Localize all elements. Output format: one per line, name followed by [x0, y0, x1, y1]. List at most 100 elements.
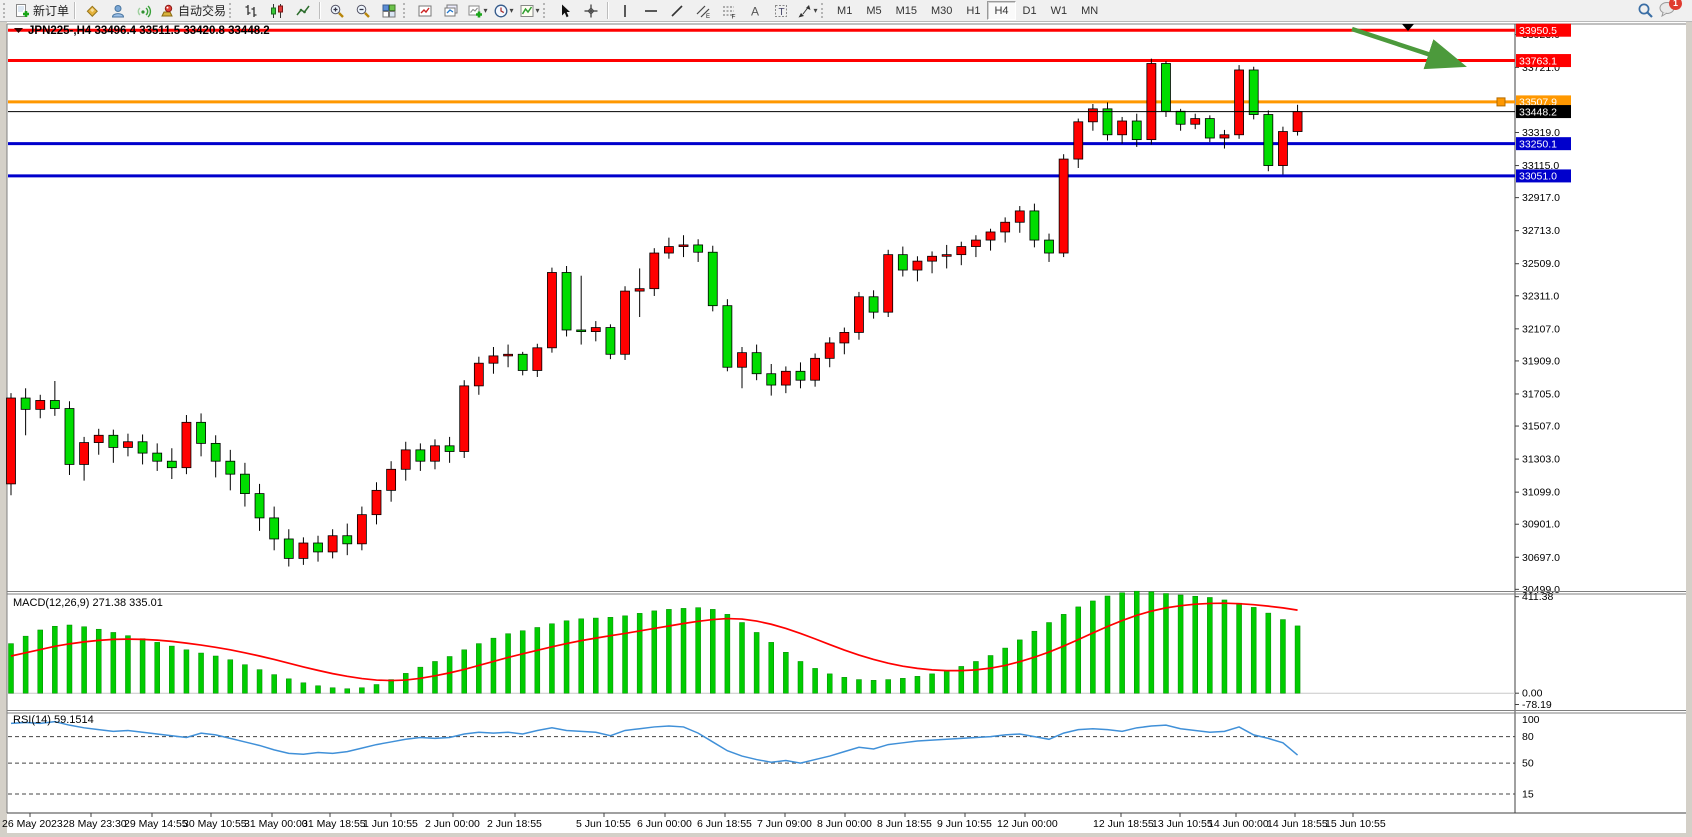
templates-button[interactable]: ▾ [516, 1, 542, 20]
periods-clock-button[interactable]: ▾ [490, 1, 516, 20]
candle[interactable] [985, 228, 996, 251]
candle[interactable] [780, 366, 791, 394]
candle[interactable] [196, 413, 206, 457]
tf-button-M15[interactable]: M15 [895, 4, 917, 17]
tf-button-H4[interactable]: H4 [987, 1, 1016, 20]
candle[interactable] [912, 256, 923, 282]
text-label-button[interactable]: T [768, 1, 794, 20]
candle[interactable] [517, 351, 528, 376]
candle[interactable] [1117, 116, 1128, 144]
candle[interactable] [1263, 110, 1274, 172]
candle[interactable] [532, 343, 543, 377]
tf-button-M1[interactable]: M1 [837, 4, 853, 17]
candle[interactable] [664, 237, 674, 259]
candle[interactable] [707, 245, 718, 312]
candle[interactable] [1278, 126, 1288, 175]
cursor-button[interactable] [552, 1, 578, 20]
candle[interactable] [327, 529, 338, 559]
zoom-in-button[interactable] [324, 1, 350, 20]
candle[interactable] [1058, 154, 1069, 258]
tf-button-M30[interactable]: M30 [931, 4, 953, 17]
candle[interactable] [839, 327, 850, 355]
candle[interactable] [210, 435, 221, 478]
line-anchor-handle[interactable] [1496, 97, 1506, 107]
candle[interactable] [473, 356, 484, 395]
annotation-arrow[interactable] [1351, 26, 1467, 70]
candle[interactable] [93, 428, 104, 455]
cascade-charts-button[interactable] [438, 1, 464, 20]
toolbar-grip[interactable] [403, 3, 409, 18]
fibonacci-button[interactable]: F [716, 1, 742, 20]
candle[interactable] [356, 506, 367, 551]
candle[interactable] [605, 324, 616, 360]
candle[interactable] [971, 235, 981, 258]
data-window-button[interactable] [105, 1, 131, 20]
line-chart-button[interactable] [290, 1, 316, 20]
toolbar-grip[interactable] [821, 3, 827, 18]
candle[interactable] [459, 380, 470, 458]
candle[interactable] [1044, 233, 1054, 262]
candle[interactable] [503, 344, 513, 368]
arrange-charts-button[interactable] [412, 1, 438, 20]
candle[interactable] [590, 321, 601, 342]
title-triangle-icon[interactable] [14, 28, 23, 33]
bar-chart-button[interactable] [238, 1, 264, 20]
toolbar-grip[interactable] [3, 3, 9, 18]
candle[interactable] [6, 393, 16, 496]
candle[interactable] [1029, 203, 1040, 248]
candle[interactable] [634, 268, 645, 318]
candle[interactable] [897, 246, 908, 277]
profile-button[interactable] [79, 1, 105, 20]
tf-button-H1[interactable]: H1 [966, 4, 981, 17]
vertical-line-button[interactable] [612, 1, 638, 20]
auto-trading-button[interactable]: 自动交易 [157, 1, 228, 20]
candle[interactable] [400, 441, 411, 481]
toolbar-grip[interactable] [543, 3, 549, 18]
candle[interactable] [854, 291, 864, 340]
candle[interactable] [1161, 61, 1171, 117]
zoom-out-button[interactable] [350, 1, 376, 20]
candle[interactable] [722, 299, 733, 372]
add-indicator-button[interactable]: ▾ [464, 1, 490, 20]
tile-windows-button[interactable] [376, 1, 402, 20]
candle[interactable] [547, 267, 557, 353]
candle[interactable] [1014, 206, 1025, 233]
candle[interactable] [181, 415, 192, 475]
candle[interactable] [1248, 66, 1259, 120]
candle[interactable] [737, 346, 747, 389]
candle[interactable] [956, 241, 967, 266]
chat-button[interactable]: 1 [1658, 0, 1682, 20]
tf-button-D1[interactable]: D1 [1022, 4, 1037, 17]
candle[interactable] [371, 482, 382, 525]
candle[interactable] [1234, 65, 1244, 139]
candle[interactable] [64, 401, 75, 475]
crosshair-button[interactable] [578, 1, 604, 20]
signals-button[interactable] [131, 1, 157, 20]
horizontal-line-button[interactable] [638, 1, 664, 20]
candle[interactable] [678, 235, 689, 258]
candle[interactable] [342, 523, 353, 556]
candle[interactable] [561, 265, 572, 337]
candle[interactable] [254, 483, 265, 531]
candle[interactable] [1190, 113, 1201, 130]
candle[interactable] [313, 535, 323, 562]
candle[interactable] [1087, 103, 1098, 131]
trendline-button[interactable] [664, 1, 690, 20]
text-button[interactable]: A [742, 1, 768, 20]
candle[interactable] [649, 248, 660, 296]
candle[interactable] [283, 529, 294, 567]
candle[interactable] [415, 443, 426, 471]
candle[interactable] [152, 443, 163, 471]
candle[interactable] [386, 461, 397, 502]
candle[interactable] [298, 537, 309, 565]
candle[interactable] [1146, 58, 1157, 145]
toolbar-grip[interactable] [229, 3, 235, 18]
arrows-object-button[interactable]: ▾ [794, 1, 820, 20]
candle[interactable] [79, 436, 89, 481]
candle[interactable] [1219, 129, 1230, 149]
candle[interactable] [137, 434, 148, 465]
candle[interactable] [269, 506, 280, 551]
candle[interactable] [868, 290, 879, 319]
candle[interactable] [20, 388, 31, 436]
chart-canvas[interactable]: 33923.033721.033319.033115.032917.032713… [0, 22, 1692, 837]
